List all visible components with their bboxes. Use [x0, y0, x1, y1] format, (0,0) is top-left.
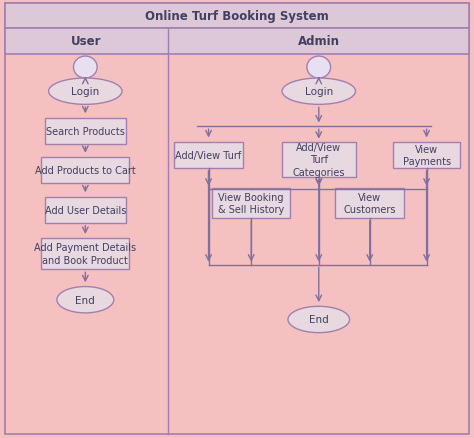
Bar	[45, 118, 126, 145]
Text: Add/View
Turf
Categories: Add/View Turf Categories	[292, 142, 345, 177]
Bar	[174, 142, 243, 169]
Circle shape	[307, 57, 331, 79]
Ellipse shape	[48, 79, 122, 105]
Text: Add Products to Cart: Add Products to Cart	[35, 166, 136, 176]
Bar	[336, 189, 404, 219]
Text: Add Payment Details
and Book Product: Add Payment Details and Book Product	[34, 243, 137, 265]
Text: User: User	[71, 35, 102, 48]
Ellipse shape	[282, 79, 356, 105]
Bar	[393, 142, 460, 169]
Text: Online Turf Booking System: Online Turf Booking System	[145, 10, 329, 23]
Bar	[5, 4, 469, 28]
Text: View Booking
& Sell History: View Booking & Sell History	[218, 192, 284, 215]
Text: Login: Login	[305, 87, 333, 97]
Text: View
Customers: View Customers	[344, 192, 396, 215]
Bar	[282, 142, 356, 177]
Bar	[45, 197, 126, 223]
Bar	[41, 158, 129, 184]
Text: Admin: Admin	[298, 35, 340, 48]
Bar	[41, 238, 129, 270]
Text: Search Products: Search Products	[46, 127, 125, 136]
Bar	[5, 28, 469, 55]
Text: End: End	[75, 295, 95, 305]
Ellipse shape	[57, 287, 114, 313]
Bar	[212, 189, 290, 219]
Ellipse shape	[288, 307, 350, 333]
Circle shape	[73, 57, 97, 79]
Text: Login: Login	[71, 87, 100, 97]
Text: View
Payments: View Payments	[402, 144, 451, 167]
Text: Add User Details: Add User Details	[45, 205, 126, 215]
Text: Add/View Turf: Add/View Turf	[175, 151, 242, 160]
Text: End: End	[309, 315, 328, 325]
